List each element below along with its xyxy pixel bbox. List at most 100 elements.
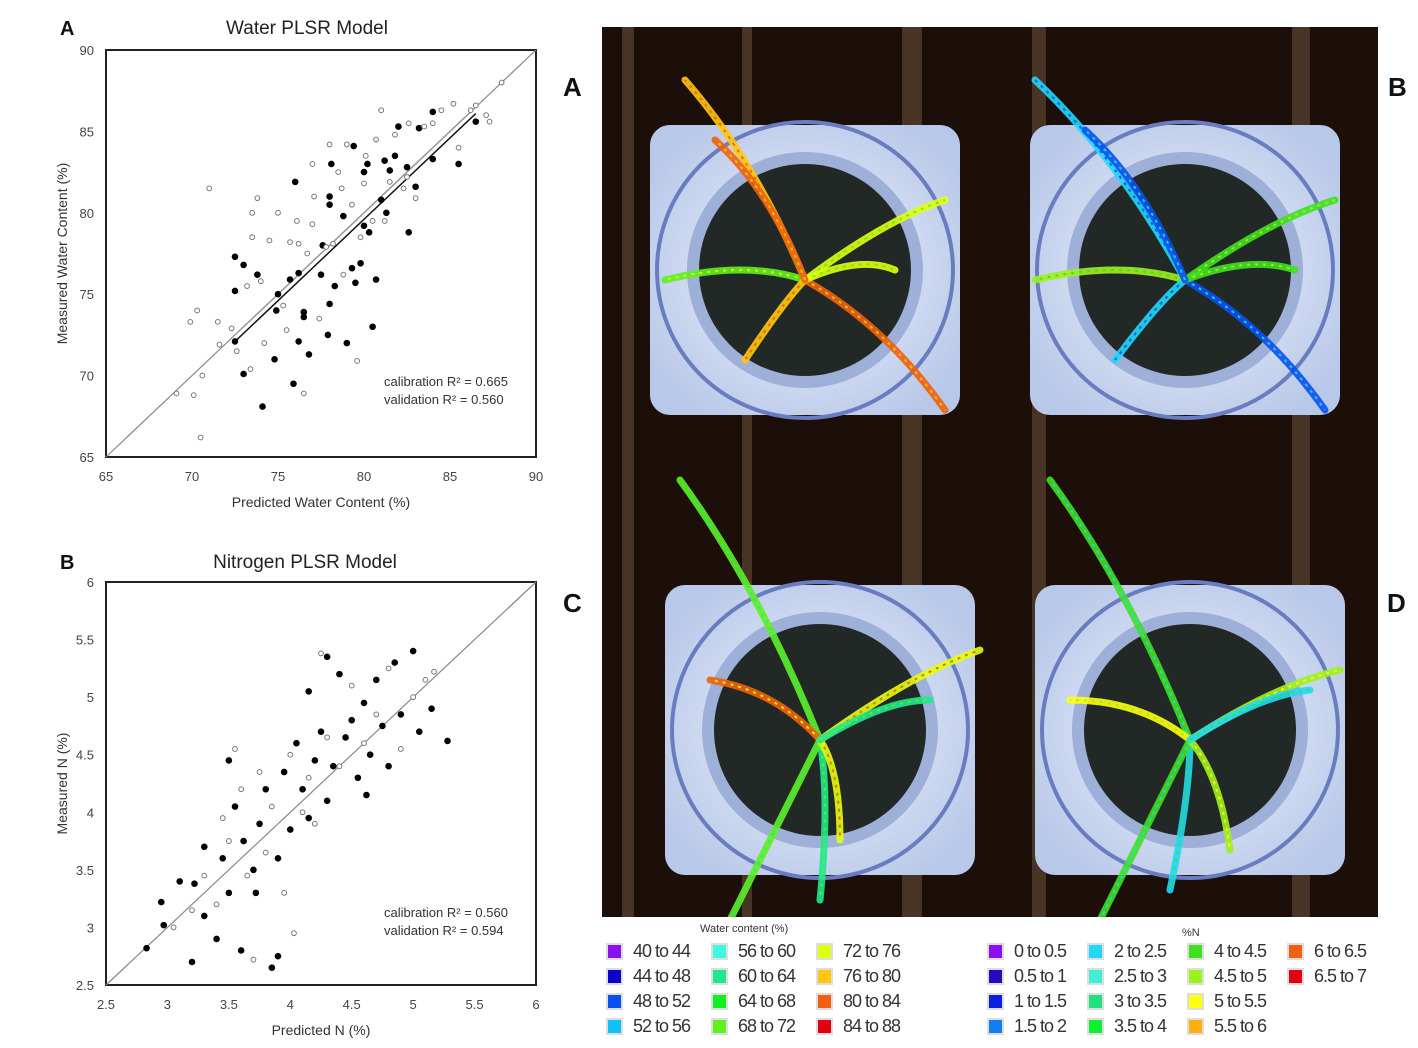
data-point-filled bbox=[429, 155, 437, 163]
data-point-open bbox=[295, 240, 302, 247]
data-point-open bbox=[422, 676, 429, 683]
legend-swatch bbox=[1087, 1018, 1104, 1035]
leaf-detail bbox=[1069, 699, 1191, 741]
data-point-filled bbox=[395, 123, 402, 130]
data-point-open bbox=[326, 141, 333, 148]
data-point-filled bbox=[328, 160, 335, 168]
y-tick-label: 6 bbox=[87, 575, 94, 590]
data-point-open bbox=[450, 100, 457, 107]
panel-letter-a: A bbox=[60, 18, 75, 40]
leaf-detail bbox=[1084, 129, 1186, 281]
y-axis-label: Measured Water Content (%) bbox=[54, 163, 70, 345]
y-tick-label: 4.5 bbox=[76, 748, 94, 763]
data-point-filled bbox=[295, 269, 302, 277]
data-point-open bbox=[216, 341, 223, 348]
data-point-filled bbox=[386, 167, 394, 174]
legend-item: 1 to 1.5 bbox=[987, 991, 1067, 1012]
data-point-open bbox=[300, 390, 307, 397]
data-point-filled bbox=[363, 791, 370, 799]
legend-item: 84 to 88 bbox=[816, 1016, 901, 1037]
leaf-detail bbox=[804, 199, 946, 281]
legend-swatch bbox=[816, 993, 833, 1010]
data-point-open bbox=[283, 327, 290, 333]
legend-item: 2.5 to 3 bbox=[1087, 966, 1167, 987]
data-point-filled bbox=[240, 261, 247, 269]
leaf-detail bbox=[714, 139, 806, 281]
legend-swatch bbox=[1187, 1018, 1204, 1035]
one-to-one-line bbox=[105, 581, 537, 986]
y-tick-label: 90 bbox=[80, 43, 94, 58]
data-point-filled bbox=[391, 152, 399, 160]
data-point-filled bbox=[329, 762, 337, 770]
validation-r2: validation R² = 0.560 bbox=[384, 392, 504, 407]
x-tick-label: 65 bbox=[99, 469, 113, 484]
data-point-open bbox=[206, 185, 213, 192]
data-point-filled bbox=[369, 323, 376, 331]
leaf-detail bbox=[1169, 739, 1191, 891]
data-point-open bbox=[472, 102, 479, 109]
legend-label: 40 to 44 bbox=[633, 941, 691, 961]
sample-well bbox=[1084, 624, 1296, 836]
legend-label: 52 to 56 bbox=[633, 1016, 691, 1036]
legend-swatch bbox=[1287, 943, 1304, 960]
data-point-filled bbox=[352, 279, 359, 287]
legend-swatch bbox=[1087, 943, 1104, 960]
data-point-open bbox=[244, 872, 251, 879]
data-point-filled bbox=[271, 356, 278, 363]
data-point-filled bbox=[295, 338, 302, 345]
data-point-open bbox=[232, 746, 238, 752]
legend-item: 72 to 76 bbox=[816, 941, 901, 962]
data-point-filled bbox=[350, 142, 357, 150]
data-point-filled bbox=[385, 762, 392, 770]
data-point-filled bbox=[366, 751, 374, 759]
plot-frame bbox=[105, 49, 537, 458]
regression-line bbox=[239, 109, 473, 331]
data-point-filled bbox=[240, 837, 247, 845]
data-point-filled bbox=[383, 209, 390, 217]
leaf-detail bbox=[664, 269, 806, 281]
legend-swatch bbox=[816, 968, 833, 985]
data-point-filled bbox=[364, 160, 371, 168]
data-point-open bbox=[336, 763, 343, 770]
data-point-open bbox=[373, 136, 379, 143]
legend-item: 1.5 to 2 bbox=[987, 1016, 1067, 1037]
data-point-filled bbox=[231, 803, 239, 810]
data-point-filled bbox=[188, 958, 196, 966]
data-point-filled bbox=[293, 739, 300, 747]
legend-item: 4.5 to 5 bbox=[1187, 966, 1267, 987]
x-tick-label: 5.5 bbox=[466, 997, 484, 1012]
data-point-open bbox=[254, 195, 261, 202]
data-point-open bbox=[381, 218, 388, 224]
legend-label: 5.5 to 6 bbox=[1214, 1016, 1267, 1036]
data-point-open bbox=[247, 366, 254, 372]
data-point-filled bbox=[357, 259, 364, 267]
legend-swatch bbox=[816, 943, 833, 960]
y-tick-label: 85 bbox=[80, 124, 94, 139]
data-point-filled bbox=[299, 785, 306, 793]
legend-swatch bbox=[987, 993, 1004, 1010]
data-point-filled bbox=[272, 307, 280, 314]
legend-label: 4 to 4.5 bbox=[1214, 941, 1267, 961]
legend-item: 44 to 48 bbox=[606, 966, 691, 987]
data-point-open bbox=[194, 307, 201, 314]
data-point-filled bbox=[377, 196, 385, 204]
data-point-filled bbox=[412, 183, 419, 191]
legend-swatch bbox=[606, 968, 623, 985]
data-point-filled bbox=[317, 728, 325, 735]
data-point-open bbox=[311, 193, 318, 200]
y-axis-label: Measured N (%) bbox=[54, 733, 70, 835]
data-point-filled bbox=[274, 290, 282, 298]
leaf-detail bbox=[709, 679, 821, 741]
legend-label: 3 to 3.5 bbox=[1114, 991, 1167, 1011]
nitrogen-plsr-chart: 2.5 3 3.5 4 4.5 5 5.5 6 2.5 3 3.5 4 4.5 5 5.5 6 Predicte… bbox=[54, 575, 540, 1038]
data-point-filled bbox=[409, 647, 417, 655]
legend-label: 2.5 to 3 bbox=[1114, 966, 1167, 986]
data-point-open bbox=[385, 665, 392, 672]
y-tick-label: 3.5 bbox=[76, 863, 94, 878]
data-point-open bbox=[467, 107, 474, 114]
data-point-open bbox=[199, 372, 206, 379]
data-point-filled bbox=[397, 711, 405, 718]
data-point-filled bbox=[274, 952, 282, 960]
data-point-open bbox=[309, 221, 316, 228]
legend-label: 48 to 52 bbox=[633, 991, 691, 1011]
